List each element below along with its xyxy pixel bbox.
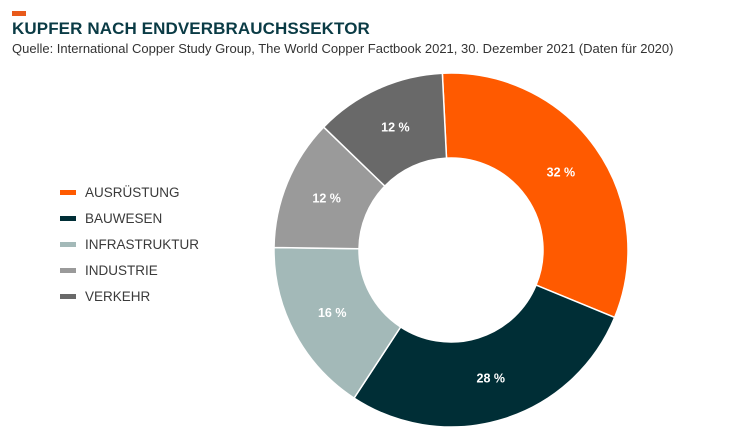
legend-label: BAUWESEN xyxy=(85,211,163,227)
legend-item: INDUSTRIE xyxy=(60,257,199,283)
legend-label: AUSRÜSTUNG xyxy=(85,185,180,201)
donut-slice xyxy=(322,72,448,188)
donut-slice xyxy=(353,284,616,428)
slice-value-label: 12 % xyxy=(312,192,341,206)
legend-item: INFRASTRUKTUR xyxy=(60,232,199,258)
donut-slice xyxy=(441,72,629,319)
slice-value-label: 12 % xyxy=(381,121,410,135)
legend-label: VERKEHR xyxy=(85,288,151,304)
legend-swatch xyxy=(60,216,76,222)
chart-subtitle: Quelle: International Copper Study Group… xyxy=(12,41,674,56)
legend-item: AUSRÜSTUNG xyxy=(60,180,199,206)
legend-swatch xyxy=(60,267,76,273)
accent-bar xyxy=(12,11,26,16)
slice-value-label: 32 % xyxy=(547,165,576,179)
legend-swatch xyxy=(60,241,76,247)
donut-slice xyxy=(273,246,402,400)
legend-item: BAUWESEN xyxy=(60,206,199,232)
legend-label: INDUSTRIE xyxy=(85,262,158,278)
slice-value-label: 28 % xyxy=(477,371,506,385)
slice-value-label: 16 % xyxy=(318,306,347,320)
legend-item: VERKEHR xyxy=(60,283,199,309)
legend: AUSRÜSTUNG BAUWESEN INFRASTRUKTUR INDUSTRIE… xyxy=(60,180,199,309)
legend-swatch xyxy=(60,293,76,299)
chart-title: KUPFER NACH ENDVERBRAUCHSSEKTOR xyxy=(12,19,370,38)
legend-swatch xyxy=(60,190,76,196)
legend-label: INFRASTRUKTUR xyxy=(85,236,199,252)
